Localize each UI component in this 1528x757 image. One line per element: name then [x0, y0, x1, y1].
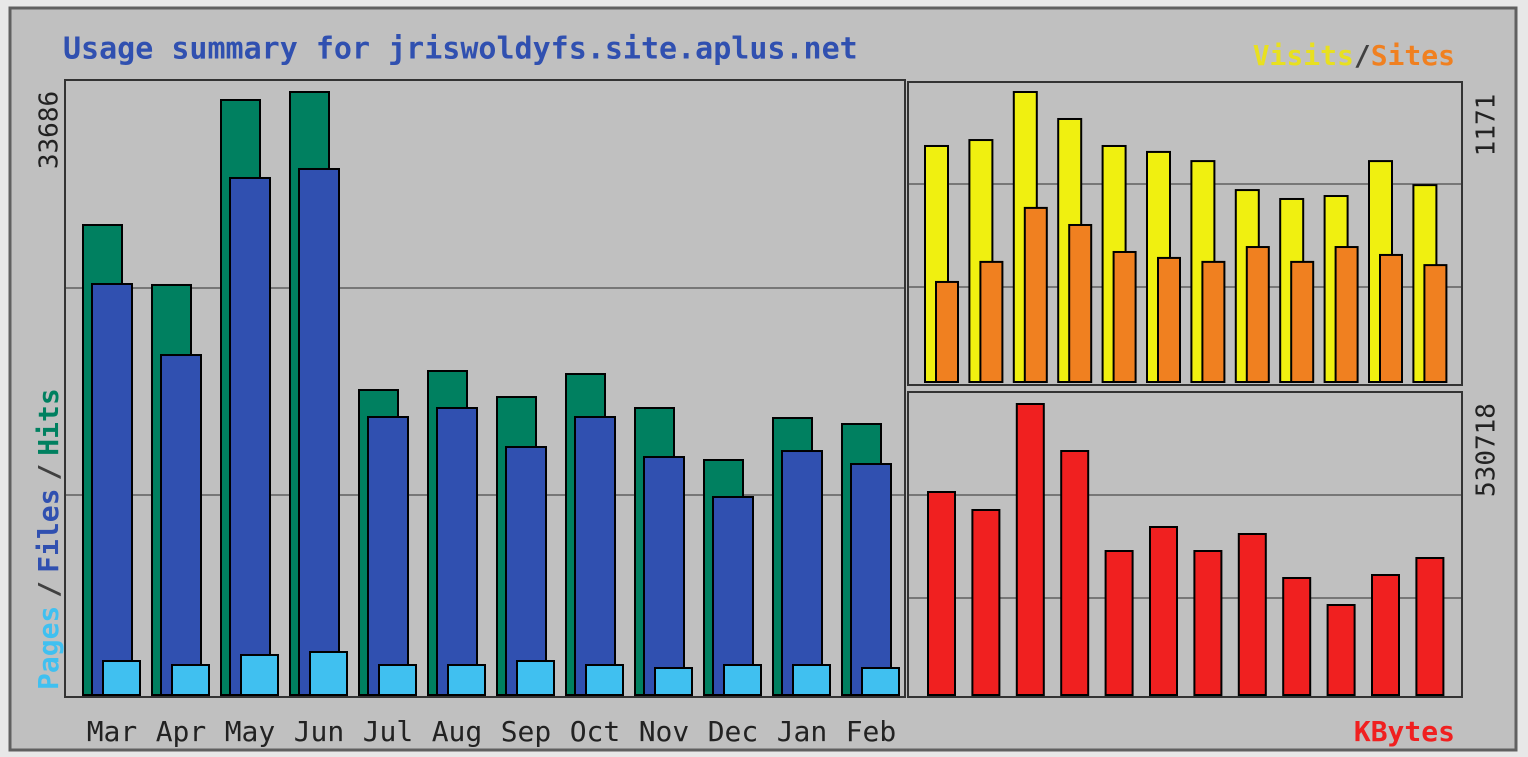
- x-tick-label: Mar: [87, 715, 138, 748]
- legend: Visits/Sites: [1253, 39, 1455, 72]
- bar: [378, 663, 417, 697]
- bar: [1326, 603, 1356, 696]
- bar: [1290, 260, 1315, 383]
- bar: [1415, 557, 1445, 696]
- bar: [240, 653, 279, 696]
- legend-separator: /: [32, 464, 65, 481]
- legend-entry: Visits: [1253, 39, 1354, 72]
- bar: [309, 651, 348, 697]
- x-tick-label: Jun: [294, 715, 345, 748]
- bar: [971, 509, 1001, 696]
- legend: Pages / Files / Hits: [32, 388, 65, 690]
- bar: [861, 667, 900, 696]
- bar: [1245, 246, 1270, 383]
- bar: [792, 663, 831, 697]
- bar: [1237, 533, 1267, 696]
- bar: [1423, 264, 1448, 384]
- bar: [160, 354, 202, 696]
- kbytes-panel: [907, 391, 1463, 698]
- x-tick-label: May: [225, 715, 276, 748]
- bar: [643, 456, 685, 697]
- bar: [436, 406, 478, 696]
- bar: [229, 176, 271, 696]
- x-tick-label: Oct: [570, 715, 621, 748]
- x-tick-label: Jul: [363, 715, 414, 748]
- bar: [1282, 576, 1312, 696]
- bar: [1334, 246, 1359, 383]
- bar: [654, 667, 693, 696]
- bar: [1023, 206, 1048, 383]
- main-panel: [64, 79, 906, 698]
- legend-separator: /: [32, 581, 65, 598]
- legend-separator: /: [1354, 39, 1371, 72]
- bar: [574, 416, 616, 696]
- x-tick-label: Aug: [432, 715, 483, 748]
- chart-title: Usage summary for jriswoldyfs.site.aplus…: [63, 32, 858, 67]
- legend-entry: Hits: [32, 388, 65, 455]
- bar: [723, 663, 762, 697]
- bar: [935, 280, 959, 383]
- bar: [979, 260, 1004, 383]
- bar: [367, 416, 409, 696]
- x-tick-label: Sep: [501, 715, 552, 748]
- bar: [447, 663, 486, 697]
- x-tick-label: Apr: [156, 715, 207, 748]
- bar: [91, 283, 133, 696]
- bar: [1149, 526, 1178, 696]
- visits-panel: [907, 81, 1463, 386]
- bar: [1379, 253, 1403, 383]
- bar: [171, 663, 210, 697]
- bar: [102, 660, 141, 696]
- bar: [712, 496, 754, 696]
- bar: [1157, 256, 1181, 383]
- y-tick-label: 33686: [35, 91, 65, 169]
- grid: [66, 183, 1461, 599]
- x-tick-label: Jan: [777, 715, 828, 748]
- legend-entry: Files: [32, 489, 65, 573]
- x-tick-label: Nov: [639, 715, 690, 748]
- bar: [585, 663, 624, 697]
- bar: [1104, 550, 1134, 696]
- bar: [1015, 403, 1045, 696]
- legend-entry: KBytes: [1354, 715, 1455, 748]
- x-tick-label: Feb: [846, 715, 897, 748]
- legend-entry: Sites: [1371, 39, 1455, 72]
- bar: [1068, 223, 1093, 383]
- bar: [1112, 250, 1137, 383]
- bar: [505, 446, 547, 696]
- bar: [516, 660, 555, 696]
- bar: [927, 490, 956, 696]
- x-tick-label: Dec: [708, 715, 759, 748]
- y-tick-label: 530718: [1472, 403, 1502, 497]
- bar: [1201, 260, 1226, 383]
- bar: [1060, 449, 1090, 696]
- y-tick-label: 1171: [1472, 94, 1502, 157]
- bar: [1193, 550, 1223, 696]
- legend-entry: Pages: [32, 606, 65, 690]
- bar: [298, 167, 340, 696]
- bar: [781, 450, 823, 697]
- bar: [1371, 574, 1400, 696]
- bar: [850, 463, 892, 696]
